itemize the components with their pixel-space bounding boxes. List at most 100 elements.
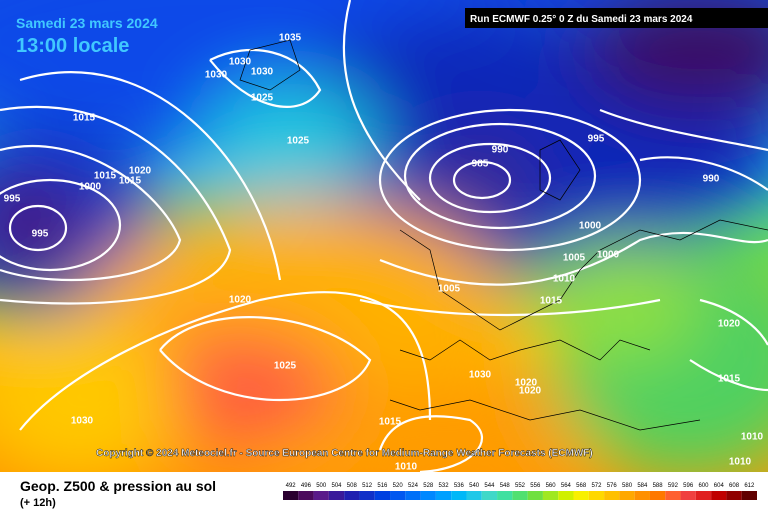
legend-swatch [313, 491, 329, 500]
isobar-label: 1020 [519, 386, 542, 397]
legend-swatch [542, 491, 559, 500]
map-date: Samedi 23 mars 2024 [16, 15, 158, 31]
legend-label: 588 [653, 483, 664, 489]
legend-swatch [726, 491, 742, 500]
legend-label: 496 [301, 483, 312, 489]
isobar-label: 1020 [718, 319, 741, 330]
isobar-label: 1000 [597, 250, 620, 261]
isobar-label: 1015 [379, 417, 402, 428]
legend-label: 524 [408, 483, 419, 489]
legend-label: 564 [561, 483, 572, 489]
isobar-label: 1015 [73, 113, 96, 124]
legend-swatch [741, 491, 757, 500]
isobar-label: 1020 [515, 378, 538, 389]
isobar-label: 1000 [579, 221, 602, 232]
isobar-label: 1030 [469, 370, 492, 381]
legend-label: 544 [484, 483, 495, 489]
legend-swatch [435, 491, 452, 500]
legend-swatch [711, 491, 727, 500]
legend-swatch [680, 491, 696, 500]
legend-swatch [573, 491, 589, 500]
isobar-label: 1025 [274, 361, 297, 372]
legend-swatch [634, 491, 650, 500]
legend-label: 556 [530, 483, 541, 489]
legend-swatch [558, 491, 574, 500]
legend-label: 608 [729, 483, 740, 489]
isobar-label: 1015 [119, 176, 142, 187]
legend-label: 576 [607, 483, 618, 489]
isobar-label: 1010 [729, 457, 752, 468]
isobar-label: 1010 [553, 274, 576, 285]
map-time: 13:00 locale [16, 35, 129, 57]
isobar-label: 1030 [251, 67, 274, 78]
isobar-label: 995 [588, 134, 605, 145]
legend-label: 504 [332, 483, 343, 489]
isobar-label: 1015 [540, 296, 563, 307]
isobar-label: 1015 [718, 374, 741, 385]
isobar-label: 1035 [279, 33, 302, 44]
isobar-label: 1030 [71, 416, 94, 427]
legend-swatch [512, 491, 528, 500]
legend-swatch [665, 491, 681, 500]
field [0, 0, 768, 472]
isobar-label: 1015 [94, 171, 117, 182]
isobar-label: 1025 [251, 93, 274, 104]
legend-swatch [374, 491, 391, 500]
legend-swatch [328, 491, 345, 500]
legend-swatch [588, 491, 605, 500]
legend-label: 604 [714, 483, 725, 489]
copyright: Copyright © 2024 Meteociel.fr - Source E… [96, 448, 593, 459]
isobars [0, 0, 768, 472]
legend-swatch [344, 491, 360, 500]
legend-label: 500 [316, 483, 327, 489]
legend-swatch [451, 491, 467, 500]
forecast-lead: (+ 12h) [20, 497, 56, 509]
legend-label: 568 [576, 483, 587, 489]
legend-label: 528 [423, 483, 434, 489]
isobar-label: 995 [32, 229, 49, 240]
legend-swatch [481, 491, 498, 500]
legend-label: 600 [698, 483, 709, 489]
legend-swatch [420, 491, 436, 500]
legend-label: 580 [622, 483, 633, 489]
legend-label: 560 [546, 483, 557, 489]
legend-label: 492 [286, 483, 297, 489]
legend-swatch [619, 491, 635, 500]
legend-swatch [359, 491, 375, 500]
legend-label: 548 [500, 483, 511, 489]
run-box [465, 8, 768, 28]
isobar-label: 1005 [438, 284, 461, 295]
product-title: Geop. Z500 & pression au sol [20, 478, 216, 494]
legend-swatch [390, 491, 406, 500]
legend-label: 520 [393, 483, 404, 489]
legend-swatch [497, 491, 513, 500]
legend-swatch [695, 491, 712, 500]
isobar-label: 985 [472, 159, 489, 170]
legend-label: 516 [377, 483, 388, 489]
isobar-label: 1030 [205, 70, 228, 81]
legend-label: 584 [637, 483, 648, 489]
legend-label: 540 [469, 483, 480, 489]
legend-label: 532 [439, 483, 450, 489]
isobar-label: 1005 [563, 253, 586, 264]
legend-swatch [604, 491, 620, 500]
legend: 492 496 500 504 508 512 516 520 524 528 532 536 540 5… [283, 483, 757, 500]
legend-swatch [527, 491, 543, 500]
legend-label: 612 [744, 483, 755, 489]
legend-label: 508 [347, 483, 358, 489]
isobar-label: 995 [4, 194, 21, 205]
legend-swatch [649, 491, 666, 500]
legend-label: 572 [591, 483, 602, 489]
isobar-label: 1010 [741, 432, 764, 443]
legend-swatch [283, 491, 299, 500]
isobar-label: 990 [492, 145, 509, 156]
isobar-label: 1025 [287, 136, 310, 147]
isobar-label: 1000 [79, 182, 102, 193]
legend-label: 536 [454, 483, 465, 489]
coastlines [239, 39, 768, 431]
isobar-label: 990 [703, 174, 720, 185]
legend-label: 512 [362, 483, 373, 489]
isobar-label: 1020 [229, 295, 252, 306]
